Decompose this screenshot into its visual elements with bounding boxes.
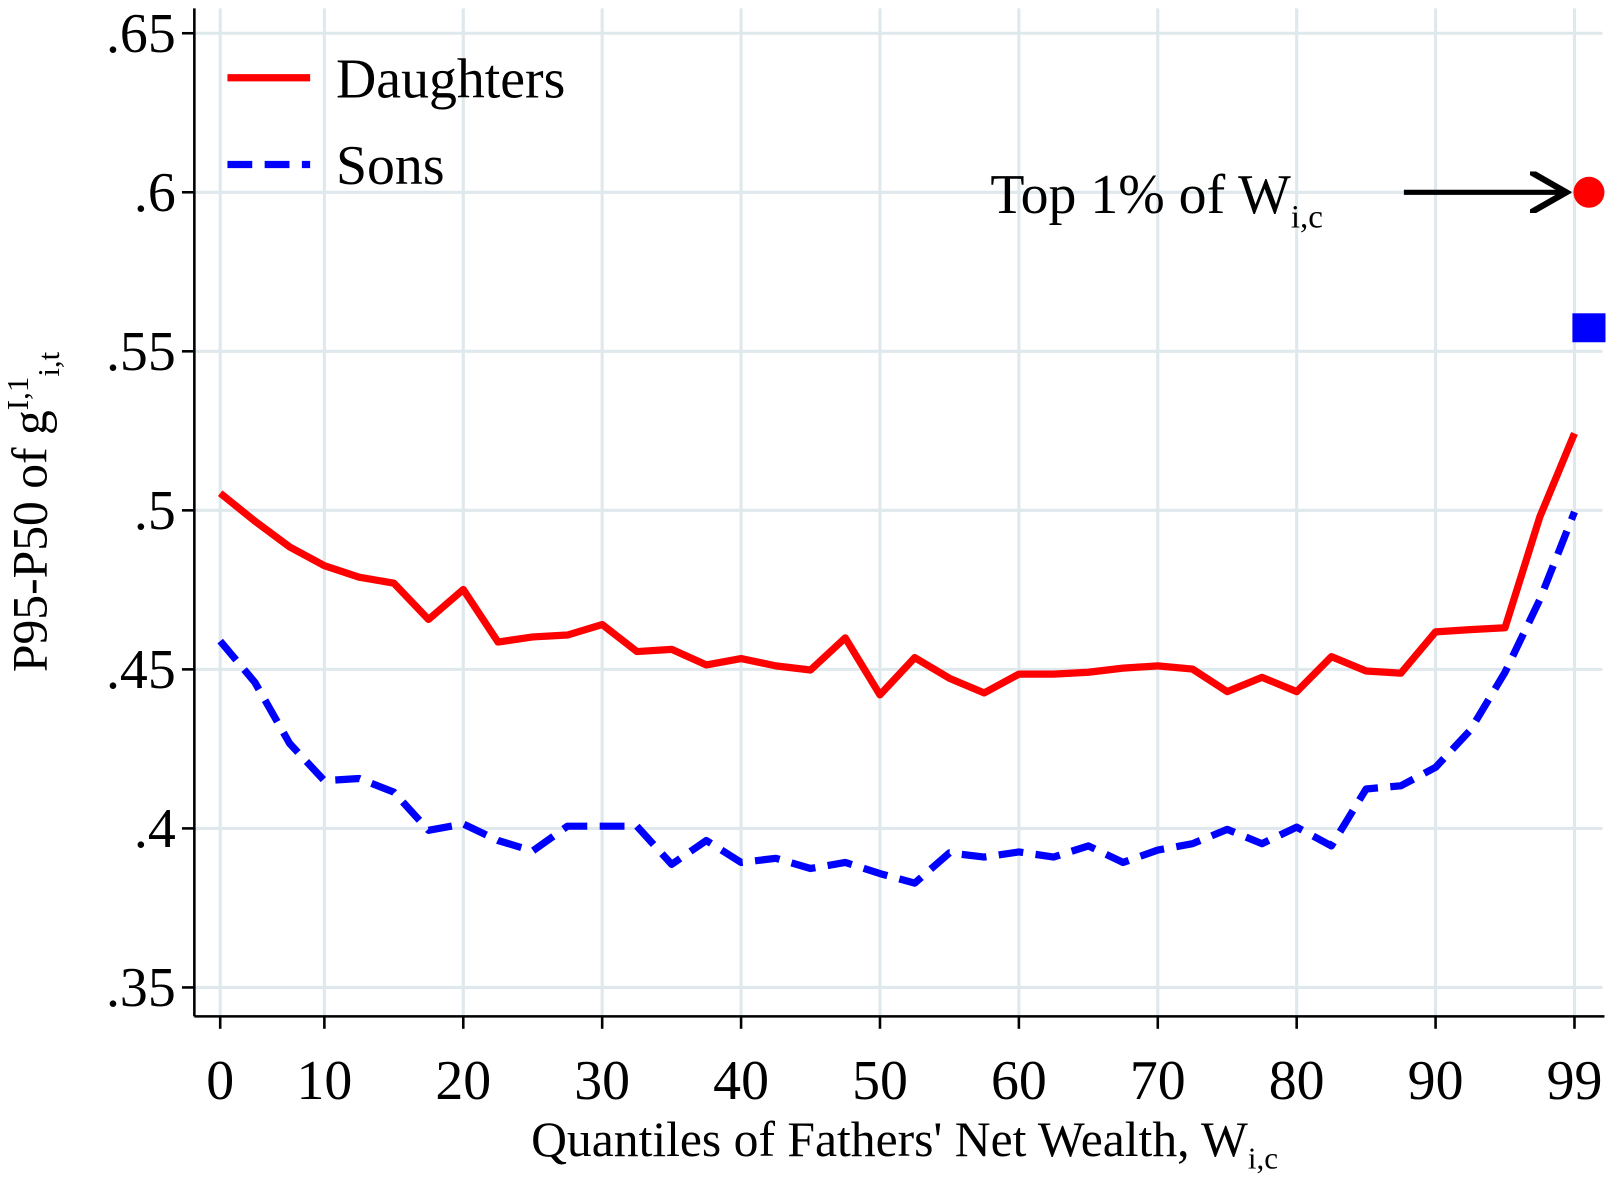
x-tick-label: 60 [991, 1050, 1047, 1112]
y-tick-label: .5 [134, 480, 176, 542]
annotation-main: Top 1% of W [990, 164, 1291, 226]
y-axis-label-sub: i,t [31, 351, 66, 376]
legend-label: Daughters [336, 48, 565, 110]
x-axis-label-main: Quantiles of Fathers' Net Wealth, W [531, 1112, 1248, 1167]
x-tick-label: 30 [574, 1050, 630, 1112]
series-line [217, 510, 1578, 887]
y-axis-label: P95-P50 of gI,1i,t [0, 351, 66, 672]
x-axis-label-sub: i,c [1248, 1140, 1278, 1175]
x-tick-label: 20 [435, 1050, 491, 1112]
annotation: Top 1% of Wi,c [990, 164, 1323, 235]
x-tick-label: 80 [1269, 1050, 1325, 1112]
series-line [217, 431, 1578, 699]
x-tick-label: 90 [1408, 1050, 1464, 1112]
x-tick-label: 40 [713, 1050, 769, 1112]
x-tick-label: 70 [1130, 1050, 1186, 1112]
y-tick-label: .6 [134, 162, 176, 224]
y-axis-label-sup: I,1 [0, 377, 35, 411]
x-tick-label: 50 [852, 1050, 908, 1112]
legend-label: Sons [336, 135, 445, 197]
top-point [1572, 313, 1606, 343]
y-tick-label: .65 [106, 3, 176, 65]
y-tick-label: .4 [134, 798, 176, 860]
y-axis-label-main: P95-P50 of g [3, 410, 58, 672]
annotation-sub: i,c [1291, 199, 1323, 235]
x-tick-label: 0 [206, 1050, 234, 1112]
x-axis-label: Quantiles of Fathers' Net Wealth, Wi,c [531, 1112, 1278, 1175]
x-tick-label: 10 [296, 1050, 352, 1112]
x-tick-label: 99 [1547, 1050, 1603, 1112]
top-point [1573, 176, 1605, 208]
y-tick-label: .35 [106, 957, 176, 1019]
y-tick-label: .45 [106, 639, 176, 701]
y-tick-label: .55 [106, 321, 176, 383]
